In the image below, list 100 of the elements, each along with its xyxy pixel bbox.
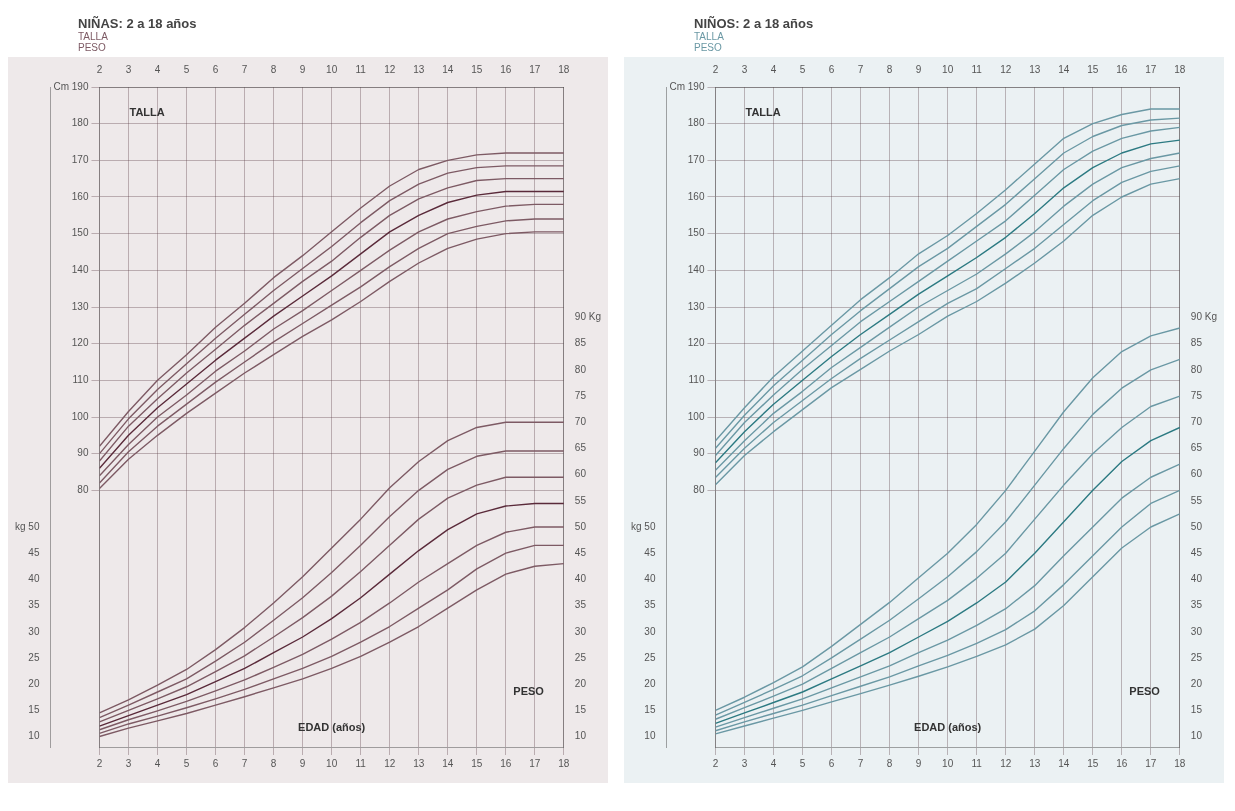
y-tick-label: 130 [687,300,705,312]
text: TALLA [694,31,725,42]
y3-tick-label: 40 [28,573,40,585]
y-tick-label: 140 [687,264,705,276]
x-tick-label: 14 [1058,757,1070,769]
y-axis-title: TALLA [129,105,165,118]
y2-tick-label: 40 [574,573,587,585]
y-axis-title: TALLA [745,105,781,118]
x-tick-label: 4 [154,757,161,769]
y2-tick-label: 40 [1190,573,1203,585]
x2-tick-label: 17 [1145,63,1157,75]
x2-tick-label: 5 [183,63,190,75]
x2-tick-label: 12 [384,63,396,75]
x-tick-label: 7 [857,757,864,769]
y2-tick-label: 80 [1190,363,1203,375]
x2-tick-label: 15 [1087,63,1099,75]
x-tick-label: 12 [1000,757,1012,769]
y2-tick-label: 35 [574,599,587,611]
y-tick-label: 160 [71,190,89,202]
y3-tick-label: kg 50 [630,520,656,532]
y-tick-label: 120 [687,337,705,349]
x2-tick-label: 4 [770,63,777,75]
y-tick-label: 180 [687,117,705,129]
chart-title: NIÑOS: 2 a 18 años [694,16,815,31]
y2-tick-label: 80 [574,363,587,375]
y2-tick-label: 45 [574,546,587,558]
chart-title: NIÑAS: 2 a 18 años [78,16,198,31]
y3-tick-label: 20 [28,677,40,689]
y-tick-label: Cm 190 [669,80,705,92]
y-tick-label: Cm 190 [53,80,89,92]
y2-axis-title: PESO [1129,684,1161,697]
y2-tick-label: 60 [574,468,587,480]
x2-tick-label: 8 [270,63,277,75]
x2-tick-label: 10 [326,63,338,75]
y2-tick-label: 90 Kg [574,311,602,323]
x-tick-label: 3 [741,757,748,769]
y2-tick-label: 90 Kg [1190,311,1218,323]
x2-tick-label: 9 [915,63,922,75]
x2-tick-label: 7 [241,63,248,75]
x2-tick-label: 11 [355,63,367,75]
y2-tick-label: 15 [1190,704,1203,716]
x-tick-label: 12 [384,757,396,769]
y3-tick-label: 45 [644,546,656,558]
x-tick-label: 7 [241,757,248,769]
y-tick-label: 150 [71,227,89,239]
x-tick-label: 11 [971,757,983,769]
x2-tick-label: 11 [971,63,983,75]
x-tick-label: 10 [942,757,954,769]
y2-tick-label: 55 [574,494,587,506]
x-tick-label: 10 [326,757,338,769]
x-tick-label: 5 [183,757,190,769]
y3-tick-label: 35 [28,599,40,611]
y-tick-label: 140 [71,264,89,276]
y-tick-label: 130 [71,300,89,312]
x-tick-label: 16 [500,757,512,769]
text: PESO [694,42,723,53]
y2-tick-label: 25 [574,651,587,663]
x2-tick-label: 7 [857,63,864,75]
x-tick-label: 18 [558,757,570,769]
y-tick-label: 90 [693,447,705,459]
x2-tick-label: 15 [471,63,483,75]
y3-tick-label: 25 [28,651,40,663]
x-tick-label: 4 [770,757,777,769]
x2-tick-label: 13 [413,63,425,75]
y2-tick-label: 70 [574,415,587,427]
y-tick-label: 90 [77,447,89,459]
x-tick-label: 5 [799,757,806,769]
x2-tick-label: 3 [125,63,132,75]
y-tick-label: 100 [687,410,705,422]
y3-tick-label: 40 [644,573,656,585]
y3-tick-label: 10 [644,730,656,742]
text: TALLA [78,31,109,42]
y2-tick-label: 45 [1190,546,1203,558]
x2-tick-label: 13 [1029,63,1041,75]
y-tick-label: 170 [687,154,705,166]
y-tick-label: 120 [71,337,89,349]
y3-tick-label: 25 [644,651,656,663]
x-tick-label: 9 [299,757,306,769]
y2-tick-label: 20 [1190,677,1203,689]
x2-tick-label: 2 [96,63,103,75]
x2-tick-label: 6 [212,63,219,75]
y3-tick-label: 15 [28,704,40,716]
x2-tick-label: 2 [712,63,719,75]
x2-tick-label: 14 [1058,63,1070,75]
x2-tick-label: 5 [799,63,806,75]
y2-tick-label: 75 [1190,389,1203,401]
y2-axis-title: PESO [513,684,545,697]
x2-tick-label: 12 [1000,63,1012,75]
y3-tick-label: 20 [644,677,656,689]
y2-tick-label: 25 [1190,651,1203,663]
text: PESO [78,42,107,53]
x-tick-label: 6 [828,757,835,769]
y3-tick-label: kg 50 [14,520,40,532]
y-tick-label: 150 [687,227,705,239]
y2-tick-label: 85 [574,337,587,349]
x-tick-label: 17 [529,757,541,769]
y2-tick-label: 70 [1190,415,1203,427]
y2-tick-label: 55 [1190,494,1203,506]
y2-tick-label: 65 [1190,442,1203,454]
y2-tick-label: 50 [1190,520,1203,532]
